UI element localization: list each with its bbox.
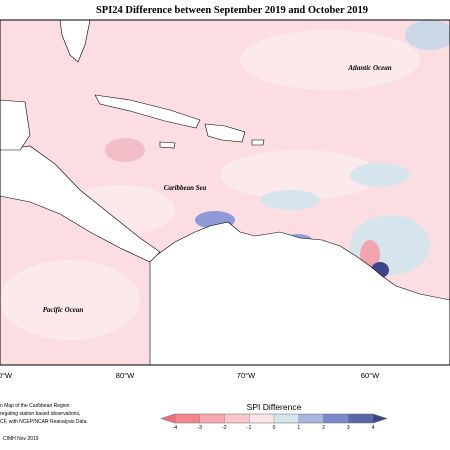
blue-patch (260, 190, 320, 210)
colorbar-tick-label: -4 (173, 425, 178, 431)
colorbar-segment (249, 414, 274, 423)
map-frame (0, 19, 450, 366)
light-patch (240, 30, 420, 90)
footer-line: n Map of the Caribbean Region (0, 403, 70, 409)
colorbar-tick-label: -3 (198, 425, 203, 431)
colorbar-under (161, 414, 175, 423)
colorbar-over (373, 414, 387, 423)
sea-label: Caribbean Sea (164, 184, 207, 192)
light-patch (220, 150, 380, 200)
footer-line: CF, with NCEP/NCAR Reanalysis Data. (0, 419, 88, 425)
south-america (149, 221, 450, 366)
longitude-label: 80°W (116, 371, 135, 380)
map-area: Atlantic Ocean Caribbean Sea Pacific Oce… (0, 19, 450, 366)
longitude-labels: 0°W 80°W 70°W 60°W (0, 371, 380, 380)
puerto-rico (251, 139, 265, 146)
yucatan (0, 99, 31, 151)
colorbar-tick-label: 1 (297, 425, 300, 431)
colorbar-tick-label: -2 (222, 425, 227, 431)
blue-patch (405, 20, 450, 50)
colorbar-tick-label: 4 (372, 425, 375, 431)
colorbar-segment (224, 414, 250, 423)
pink-patch (105, 138, 145, 162)
colorbar-tick-label: 0 (273, 425, 276, 431)
jamaica (159, 141, 176, 149)
footer-line: regating station based observations, (0, 411, 80, 417)
ocean-label: Pacific Ocean (43, 306, 84, 314)
light-patch (0, 260, 140, 340)
colorbar-tick-label: 2 (322, 425, 325, 431)
legend-title: SPI Difference (247, 402, 302, 412)
colorbar-tick-label: -1 (247, 425, 252, 431)
map-title: SPI24 Difference between September 2019 … (96, 5, 368, 16)
colorbar-segment (175, 414, 200, 423)
colorbar-segment (348, 414, 373, 423)
colorbar-segment (199, 414, 225, 423)
cuba (94, 94, 201, 129)
colorbar-segment (298, 414, 324, 423)
colorbar: -4 -3 -2 -1 0 1 2 3 4 (160, 413, 388, 431)
colorbar-segment (274, 414, 299, 423)
land (0, 19, 450, 366)
central-america (0, 145, 161, 263)
footer-notes: n Map of the Caribbean Region regating s… (0, 403, 88, 442)
ocean-label: Atlantic Ocean (347, 64, 391, 72)
longitude-label: 60°W (361, 371, 380, 380)
longitude-label: 0°W (0, 371, 13, 380)
blue-patch (350, 163, 410, 187)
longitude-label: 70°W (237, 371, 256, 380)
colorbar-segment (323, 414, 349, 423)
hispaniola (204, 123, 246, 143)
colorbar-tick-label: 3 (347, 425, 350, 431)
credit: CIMH Nov 2019 (3, 436, 39, 442)
